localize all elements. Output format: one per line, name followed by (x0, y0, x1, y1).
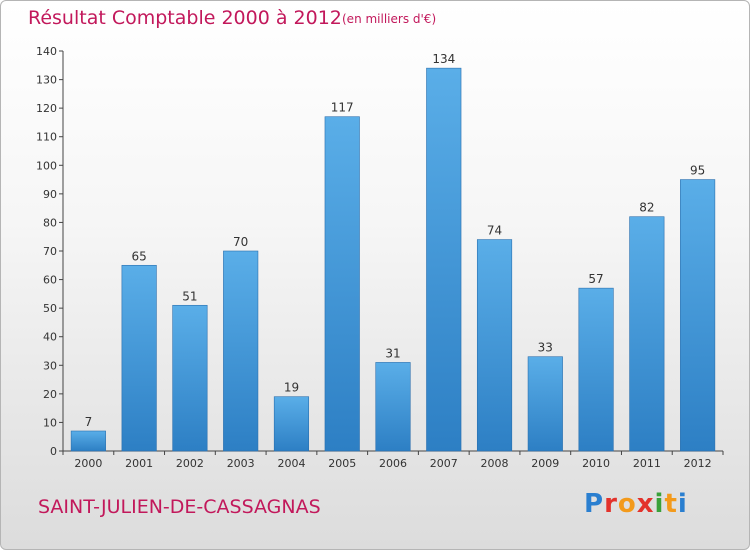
logo-letter: o (617, 489, 637, 519)
bar (223, 250, 259, 452)
x-tick-label: 2006 (379, 457, 407, 470)
chart-title: Résultat Comptable 2000 à 2012 (28, 7, 342, 29)
bar (70, 430, 106, 452)
logo-letter: i (677, 489, 688, 519)
bar (527, 356, 563, 452)
bar (121, 264, 157, 452)
logo-letter: r (604, 489, 618, 519)
data-label: 57 (588, 272, 603, 286)
proxiti-logo: Proxiti (584, 489, 688, 519)
x-tick-label: 2001 (125, 457, 153, 470)
data-label: 19 (284, 381, 299, 395)
x-tick-label: 2004 (277, 457, 305, 470)
bar (680, 179, 716, 452)
logo-letter: P (584, 489, 605, 519)
y-tick-label: 60 (43, 274, 57, 287)
x-tick-label: 2007 (430, 457, 458, 470)
data-label: 33 (538, 341, 553, 355)
x-tick-label: 2009 (531, 457, 559, 470)
chart-subtitle: (en milliers d'€) (342, 12, 437, 26)
data-label: 31 (385, 346, 400, 360)
y-tick-label: 120 (36, 102, 57, 115)
x-tick-label: 2012 (684, 457, 712, 470)
logo-letter: i (654, 489, 665, 519)
bar (375, 362, 411, 452)
data-label: 95 (690, 164, 705, 178)
data-label: 134 (432, 52, 455, 66)
town-name: SAINT-JULIEN-DE-CASSAGNAS (38, 496, 321, 518)
bar (172, 304, 208, 452)
y-tick-label: 140 (36, 45, 57, 58)
y-tick-label: 30 (43, 359, 57, 372)
bar (426, 67, 462, 452)
y-tick-label: 20 (43, 388, 57, 401)
y-tick-label: 110 (36, 131, 57, 144)
bar (324, 116, 360, 452)
x-tick-label: 2000 (74, 457, 102, 470)
x-tick-label: 2010 (582, 457, 610, 470)
data-label: 70 (233, 235, 248, 249)
y-tick-label: 90 (43, 188, 57, 201)
y-tick-label: 80 (43, 216, 57, 229)
data-label: 7 (85, 415, 93, 429)
x-tick-label: 2002 (176, 457, 204, 470)
logo-letter: t (664, 489, 678, 519)
x-tick-label: 2003 (227, 457, 255, 470)
y-tick-label: 10 (43, 416, 57, 429)
y-tick-label: 100 (36, 159, 57, 172)
y-tick-label: 130 (36, 74, 57, 87)
x-tick-label: 2005 (328, 457, 356, 470)
bar (578, 287, 614, 452)
data-label: 82 (639, 201, 654, 215)
logo-letter: x (636, 489, 655, 519)
bar (476, 239, 513, 452)
data-label: 117 (331, 101, 354, 115)
y-tick-label: 40 (43, 331, 57, 344)
bar (273, 396, 310, 452)
y-tick-label: 50 (43, 302, 57, 315)
y-tick-label: 0 (50, 445, 57, 458)
x-tick-label: 2011 (633, 457, 661, 470)
data-label: 74 (487, 224, 502, 238)
data-label: 65 (132, 249, 147, 263)
bar (629, 216, 665, 452)
data-label: 51 (182, 289, 197, 303)
y-tick-label: 70 (43, 245, 57, 258)
x-tick-label: 2008 (481, 457, 509, 470)
